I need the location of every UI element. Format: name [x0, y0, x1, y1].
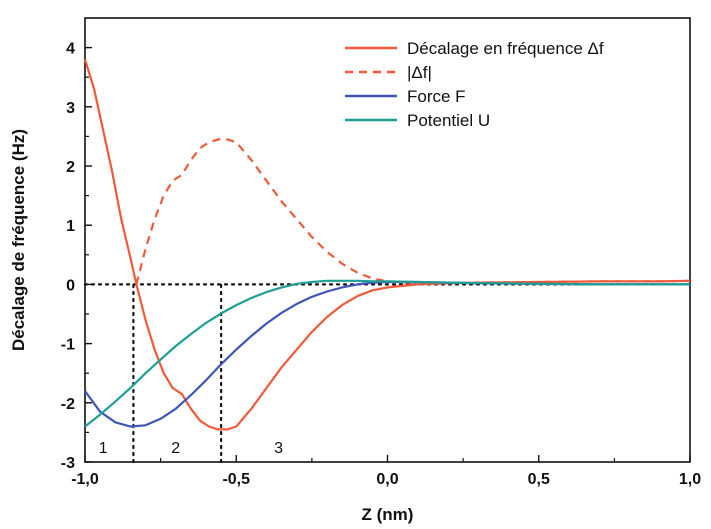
y-tick-label: 4 [66, 41, 75, 58]
legend: Décalage en fréquence Δf |Δf| Force F Poten… [345, 39, 604, 130]
series-line-4 [84, 279, 690, 428]
y-tick-label: 1 [66, 218, 75, 235]
plot-frame [84, 17, 691, 463]
y-axis-ticks: -3 -2 -1 0 1 2 3 4 [61, 41, 92, 472]
y-axis-title: Décalage de fréquence (Hz) [9, 129, 28, 351]
legend-label: |Δf| [407, 63, 432, 82]
series-layer [83, 59, 691, 431]
legend-label: Décalage en fréquence Δf [407, 39, 604, 58]
region-label: 2 [171, 440, 180, 457]
legend-label: Force F [407, 87, 466, 106]
x-tick-label: 1,0 [679, 471, 701, 488]
y-tick-label: 0 [66, 277, 75, 294]
region-label: 3 [274, 440, 283, 457]
x-axis-ticks: -1,0 -0,5 0,0 0,5 1,0 [71, 455, 701, 488]
y-tick-label: -3 [61, 455, 75, 472]
y-tick-label: -2 [61, 396, 75, 413]
x-tick-label: -1,0 [71, 471, 99, 488]
y-tick-label: 3 [66, 100, 75, 117]
x-tick-label: 0,0 [376, 471, 398, 488]
x-axis-title: Z (nm) [362, 505, 414, 524]
series-line-2 [135, 138, 691, 285]
reference-lines [83, 283, 692, 464]
series-line-3 [84, 280, 690, 428]
legend-label: Potentiel U [407, 111, 490, 130]
x-tick-label: -0,5 [222, 471, 250, 488]
x-tick-label: 0,5 [528, 471, 550, 488]
y-tick-label: 2 [66, 159, 75, 176]
region-annotations: 1 2 3 [99, 440, 283, 457]
plot-border [84, 17, 691, 463]
region-label: 1 [99, 440, 108, 457]
y-tick-label: -1 [61, 337, 75, 354]
series-line-1 [83, 59, 691, 431]
